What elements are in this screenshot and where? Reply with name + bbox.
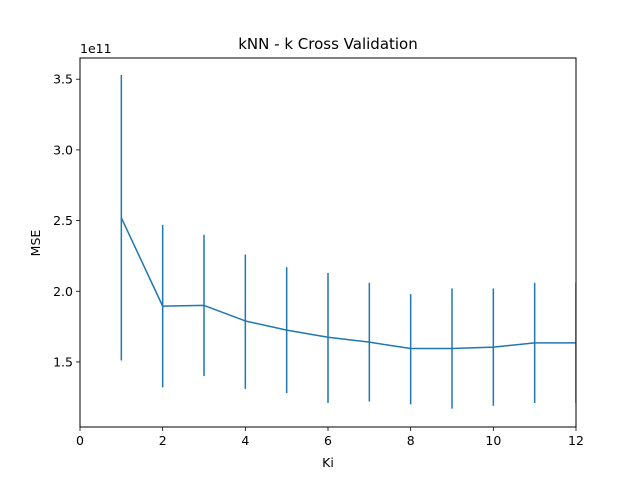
y-tick-label: 2.5 xyxy=(53,213,73,228)
y-axis: 1.5 2.0 2.5 3.0 3.5 xyxy=(53,72,80,369)
x-axis: 0 2 4 6 8 10 12 xyxy=(76,427,584,448)
x-tick-label: 10 xyxy=(485,433,501,448)
x-tick-label: 6 xyxy=(324,433,332,448)
series-line xyxy=(120,217,576,350)
y-tick-label: 3.0 xyxy=(53,142,73,157)
plot-area xyxy=(120,74,576,409)
y-tick-label: 2.0 xyxy=(53,284,73,299)
y-axis-label: MSE xyxy=(28,230,43,257)
x-tick-label: 8 xyxy=(407,433,415,448)
chart-title: kNN - k Cross Validation xyxy=(238,35,418,53)
x-tick-label: 4 xyxy=(241,433,249,448)
y-tick-label: 3.5 xyxy=(53,72,73,87)
x-axis-label: Ki xyxy=(322,455,334,470)
x-tick-label: 2 xyxy=(159,433,167,448)
x-tick-label: 12 xyxy=(568,433,584,448)
y-offset-label: 1e11 xyxy=(80,41,112,56)
y-tick-label: 1.5 xyxy=(53,354,73,369)
series-group xyxy=(120,74,576,409)
x-tick-label: 0 xyxy=(76,433,84,448)
